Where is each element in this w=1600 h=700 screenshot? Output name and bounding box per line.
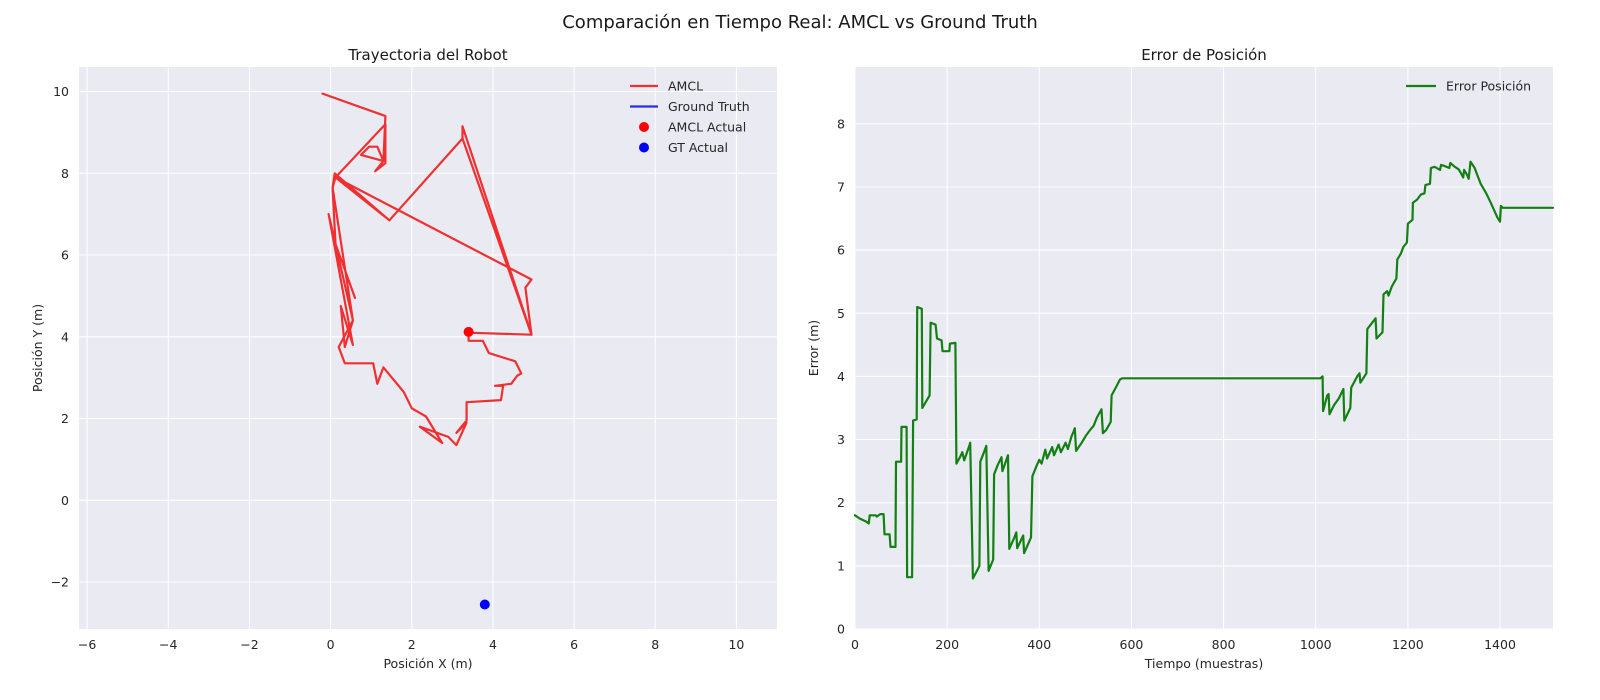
- error-plot: 0 200 400 600 800 1000 1200 1400 0 1 2 3 4 5 6 7 8 Error …: [806, 46, 1555, 671]
- x-tick-label: 200: [935, 637, 959, 652]
- y-tick-label: −2: [51, 574, 69, 589]
- y-tick-label: 8: [61, 166, 69, 181]
- x-tick-label: 600: [1120, 637, 1144, 652]
- gt-actual-point: [479, 599, 490, 610]
- y-tick-label: 8: [837, 116, 845, 131]
- legend-label: AMCL: [668, 79, 703, 94]
- x-tick-label: 1200: [1392, 637, 1424, 652]
- x-axis-label: Posición X (m): [383, 656, 472, 671]
- legend-label: Ground Truth: [668, 99, 750, 114]
- x-tick-label: 10: [728, 637, 744, 652]
- y-tick-label: 1: [837, 558, 845, 573]
- y-tick-label: 0: [61, 493, 69, 508]
- y-tick-label: 3: [837, 432, 845, 447]
- plot-area: [79, 67, 777, 629]
- x-tick-label: 400: [1027, 637, 1051, 652]
- y-tick-label: 0: [837, 622, 845, 637]
- legend-label: GT Actual: [668, 140, 728, 155]
- x-tick-label: −6: [78, 637, 96, 652]
- figure-title: Comparación en Tiempo Real: AMCL vs Grou…: [562, 12, 1038, 33]
- x-tick-label: 2: [408, 637, 416, 652]
- plot-title: Error de Posición: [1141, 46, 1267, 64]
- y-axis-label: Posición Y (m): [30, 304, 45, 392]
- legend: Error Posición: [1406, 79, 1531, 94]
- y-axis-label: Error (m): [806, 320, 821, 376]
- error-posición-line: [853, 160, 1555, 580]
- y-tick-label: 7: [837, 179, 845, 194]
- y-tick-label: 4: [837, 369, 845, 384]
- y-tick-label: 5: [837, 306, 845, 321]
- trajectory-plot: −6 −4 −2 0 2 4 6 8 10 −2 0 2 4 6 8 10 Trayectoria del Ro…: [30, 46, 777, 671]
- plot-title: Trayectoria del Robot: [347, 46, 507, 64]
- amcl-line: [321, 92, 533, 447]
- legend-marker: [639, 122, 649, 132]
- legend-label: Error Posición: [1446, 79, 1531, 94]
- x-tick-label: 0: [851, 637, 859, 652]
- y-tick-label: 4: [61, 329, 69, 344]
- legend: AMCL Ground Truth AMCL Actual GT Actual: [630, 79, 750, 155]
- y-tick-label: 2: [61, 411, 69, 426]
- amcl-actual-point: [463, 326, 474, 337]
- y-tick-label: 10: [53, 84, 69, 99]
- x-tick-label: 0: [327, 637, 335, 652]
- legend-label: AMCL Actual: [668, 120, 746, 135]
- x-tick-label: 8: [651, 637, 659, 652]
- x-tick-label: 6: [570, 637, 578, 652]
- y-tick-label: 2: [837, 495, 845, 510]
- x-tick-label: 1000: [1300, 637, 1332, 652]
- legend-marker: [639, 142, 649, 153]
- x-tick-label: 4: [489, 637, 497, 652]
- plot-area: [855, 67, 1553, 629]
- y-tick-label: 6: [61, 248, 69, 263]
- x-tick-label: −2: [240, 637, 258, 652]
- y-tick-label: 6: [837, 243, 845, 258]
- x-tick-label: 800: [1212, 637, 1236, 652]
- x-tick-label: −4: [159, 637, 177, 652]
- x-tick-label: 1400: [1484, 637, 1516, 652]
- x-axis-label: Tiempo (muestras): [1144, 656, 1263, 671]
